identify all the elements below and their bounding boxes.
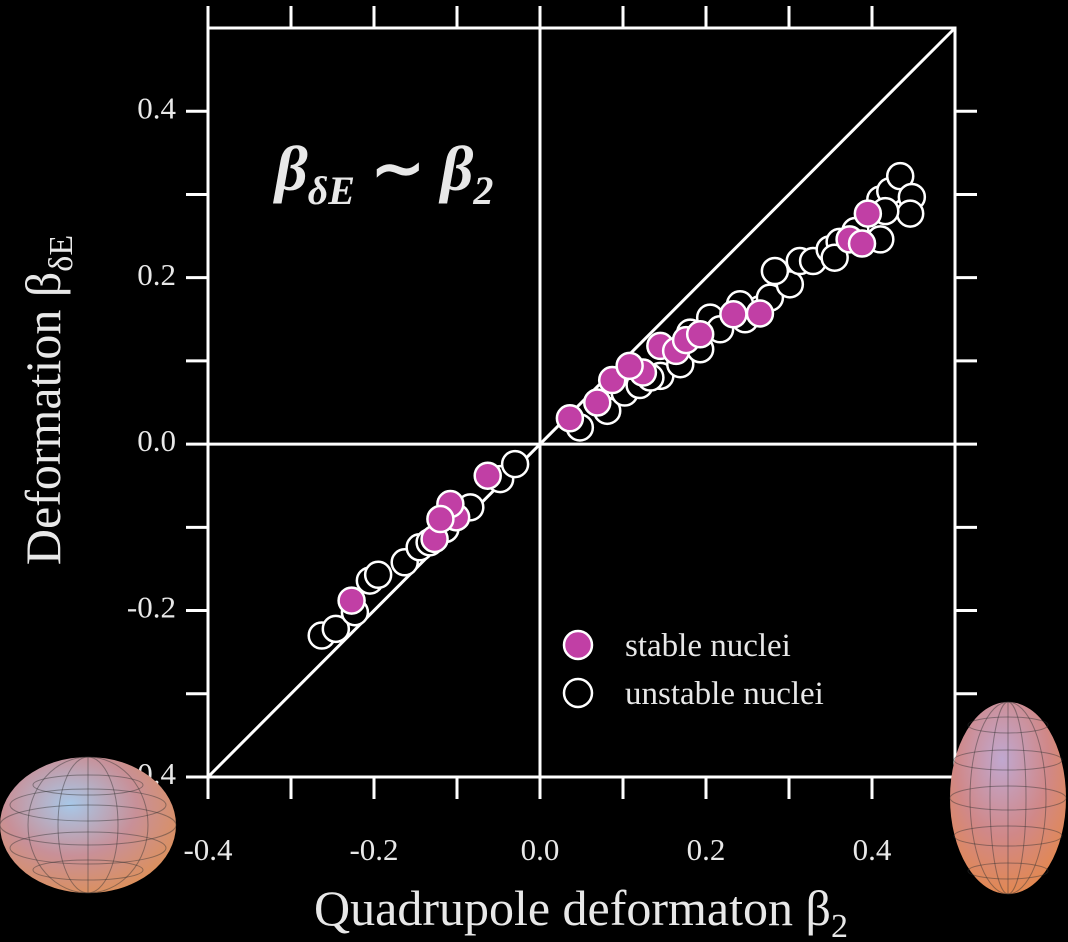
data-point bbox=[502, 451, 528, 477]
y-tick-label: 0.4 bbox=[137, 90, 176, 125]
data-point bbox=[897, 201, 923, 227]
chart: -0.4-0.20.00.20.4-0.4-0.20.00.20.4stable… bbox=[0, 0, 1068, 942]
data-point bbox=[427, 506, 453, 532]
legend-label: stable nuclei bbox=[625, 628, 791, 664]
data-point bbox=[365, 562, 391, 588]
x-tick-label: -0.4 bbox=[183, 832, 233, 867]
x-tick-label: 0.2 bbox=[687, 832, 726, 867]
data-point bbox=[747, 300, 773, 326]
y-label-sub: δE bbox=[43, 235, 80, 272]
annotation-rhs-sub: 2 bbox=[472, 168, 493, 213]
prolate-spheroid bbox=[950, 702, 1066, 894]
data-point bbox=[855, 201, 881, 227]
annotation-rel: ∼ bbox=[371, 133, 425, 204]
annotation: βδE∼β2 bbox=[273, 133, 493, 213]
y-tick-label: -0.2 bbox=[127, 590, 176, 625]
oblate-spheroid bbox=[0, 757, 176, 893]
legend-marker bbox=[564, 631, 592, 659]
annotation-lhs-sub: δE bbox=[308, 168, 355, 213]
x-tick-label: 0.4 bbox=[853, 832, 892, 867]
annotation-lhs: β bbox=[273, 133, 308, 204]
data-point bbox=[584, 390, 610, 416]
annotation-rhs: β bbox=[439, 133, 474, 204]
data-point bbox=[617, 353, 643, 379]
data-point bbox=[687, 321, 713, 347]
x-label-text: Quadrupole deformaton β bbox=[314, 880, 831, 936]
y-tick-label: 0.2 bbox=[137, 257, 176, 292]
data-point bbox=[762, 258, 788, 284]
x-tick-label: 0.0 bbox=[521, 832, 560, 867]
x-tick-label: -0.2 bbox=[349, 832, 398, 867]
data-point bbox=[557, 405, 583, 431]
x-axis-label: Quadrupole deformaton β2 bbox=[314, 880, 848, 942]
y-label-text: Deformation β bbox=[15, 272, 71, 565]
data-point bbox=[475, 463, 501, 489]
diagonal-line bbox=[208, 28, 955, 777]
x-label-sub: 2 bbox=[831, 908, 848, 942]
y-tick-label: 0.0 bbox=[137, 423, 176, 458]
y-axis-label: Deformation βδE bbox=[15, 235, 80, 565]
legend-label: unstable nuclei bbox=[625, 676, 824, 712]
data-point bbox=[339, 588, 365, 614]
data-point bbox=[849, 231, 875, 257]
data-point bbox=[720, 301, 746, 327]
legend-marker bbox=[564, 679, 592, 707]
